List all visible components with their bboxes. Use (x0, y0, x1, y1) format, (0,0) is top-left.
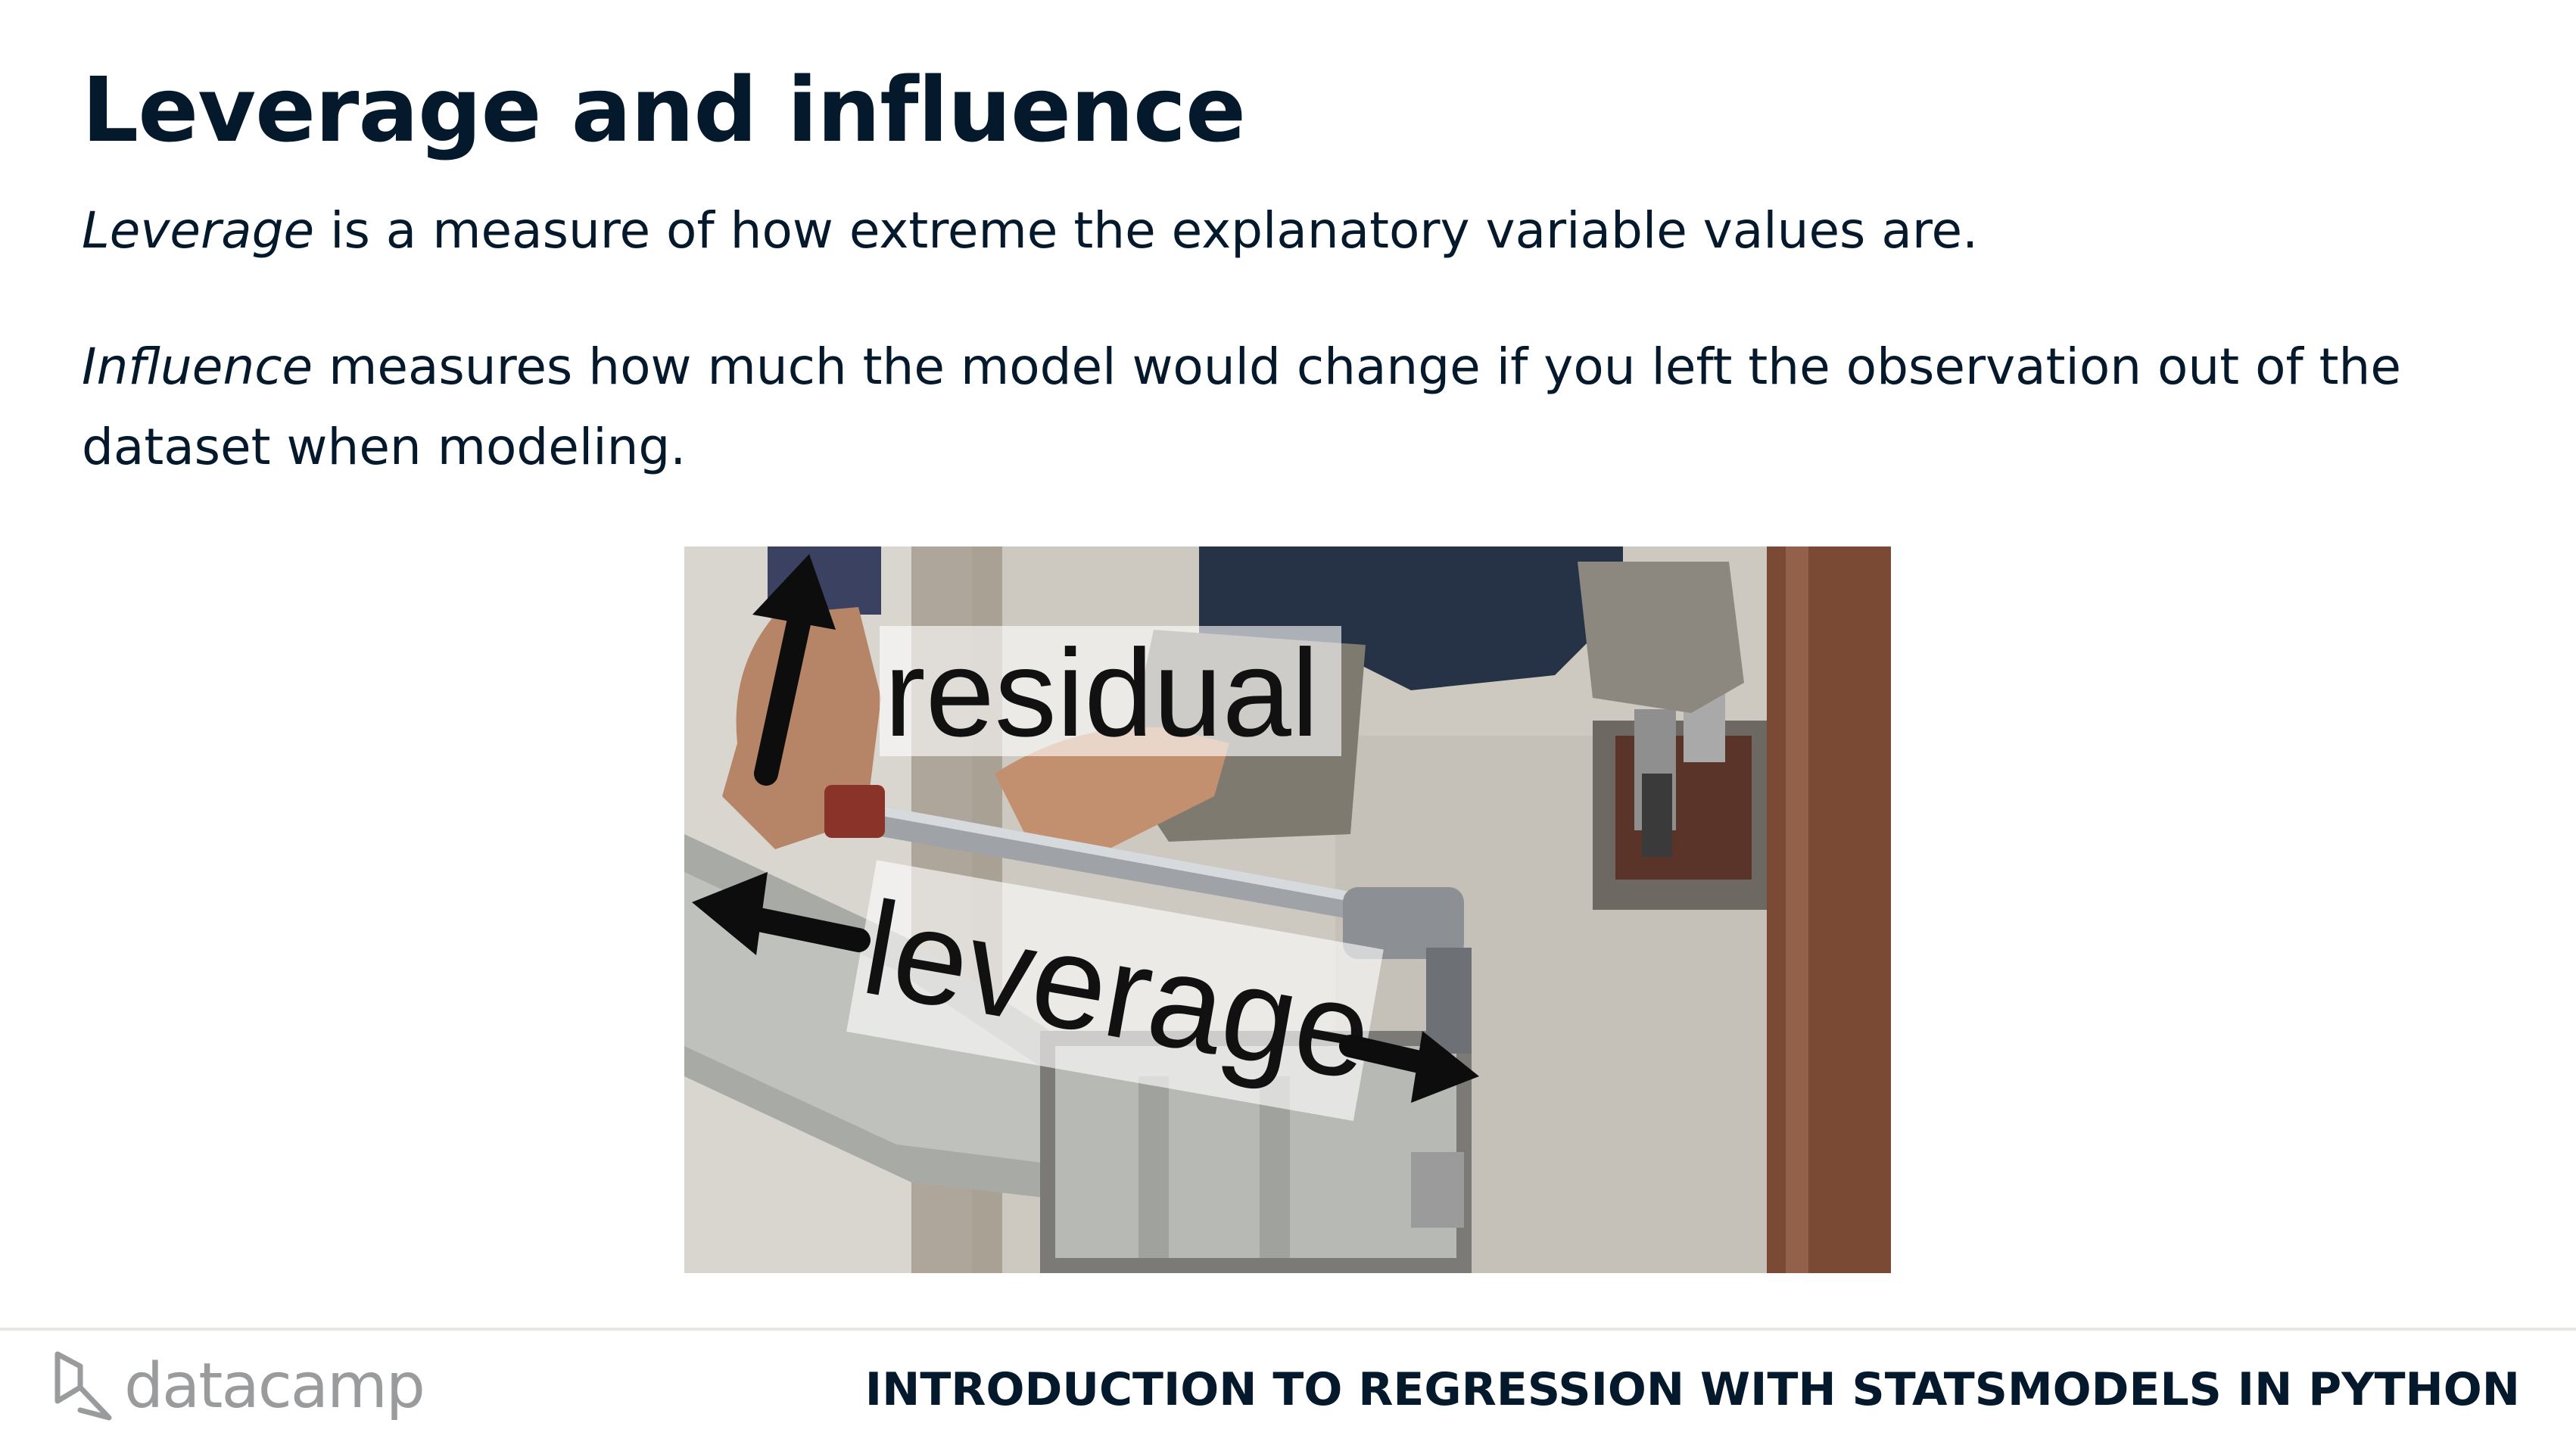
illustration-graphic: residual leverage (684, 546, 1891, 1273)
leverage-text: is a measure of how extreme the explanat… (314, 201, 1979, 260)
residual-arrow (752, 554, 836, 786)
leverage-left-arrow (692, 872, 871, 955)
influence-definition: Influence measures how much the model wo… (82, 327, 2504, 487)
residual-label: residual (884, 624, 1319, 762)
influence-term: Influence (82, 338, 313, 396)
leverage-definition: Leverage is a measure of how extreme the… (82, 191, 2504, 271)
datacamp-logo-icon (55, 1351, 112, 1421)
datacamp-logo: datacamp (50, 1344, 425, 1428)
course-title: INTRODUCTION TO REGRESSION WITH STATSMOD… (864, 1363, 2520, 1416)
leverage-right-arrow (1339, 1031, 1479, 1103)
brand-name: datacamp (124, 1350, 425, 1422)
slide-title: Leverage and influence (82, 58, 1246, 162)
footer-divider (0, 1328, 2576, 1331)
influence-text: measures how much the model would change… (82, 338, 2401, 476)
leverage-term: Leverage (82, 201, 315, 260)
torque-wrench-illustration: residual leverage (684, 546, 1891, 1273)
